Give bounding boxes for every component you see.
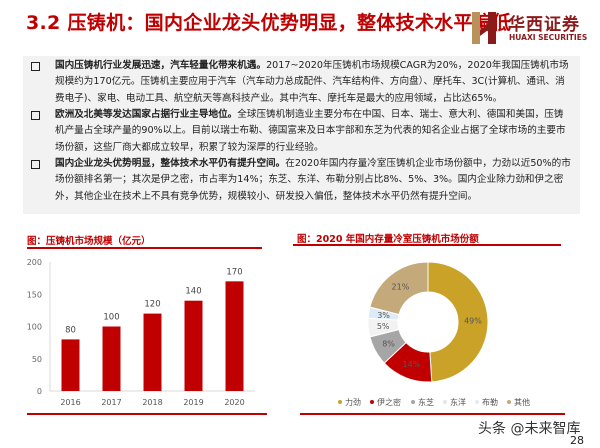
x-tick-label: 2016: [60, 398, 80, 407]
bar: [102, 326, 121, 391]
bar-chart: 0 50 100 150 200 80 2016 100 2017 120 2018 140 2019 1…: [27, 258, 255, 407]
bullet-text: 在2020年国内存量冷室压铸机企业市场份额中，力劲以近50%的市场份额排名第一；…: [55, 158, 571, 202]
logo-mark-icon: [472, 12, 496, 44]
bullet-item: 欧洲及北美等发达国家占据行业主导地位。全球压铸机制造业主要分布在中国、日本、瑞士…: [31, 107, 571, 156]
bar-chart-title-rule: [27, 247, 262, 249]
bar: [143, 313, 162, 391]
checkbox-bullet-icon: [31, 62, 40, 71]
legend-label: 东芝: [418, 397, 434, 407]
watermark: 头条 @未来智库: [478, 421, 581, 437]
donut-slice: [427, 261, 489, 383]
checkbox-bullet-icon: [31, 111, 40, 120]
slice-data-label: 8%: [382, 340, 395, 349]
bullet-item: 国内企业龙头优势明显，整体技术水平仍有提升空间。在2020年国内存量冷室压铸机企…: [31, 156, 571, 205]
y-tick-label: 200: [27, 258, 42, 267]
checkbox-bullet-icon: [31, 160, 40, 169]
bullet-heading: 国内压铸机行业发展迅速，汽车轻量化带来机遇。: [55, 60, 267, 71]
bullet-text: 全球压铸机制造业主要分布在中国、日本、瑞士、意大利、德国和美国，压铸机产量占全球…: [55, 109, 566, 153]
bar: [225, 281, 244, 391]
slice-data-label: 5%: [377, 322, 390, 331]
legend-label: 伊之密: [377, 397, 401, 407]
bullet-heading: 欧洲及北美等发达国家占据行业主导地位。: [55, 109, 238, 120]
y-tick-label: 100: [27, 323, 42, 332]
bullet-heading: 国内企业龙头优势明显，整体技术水平仍有提升空间。: [55, 158, 286, 169]
bar-data-label: 80: [65, 325, 76, 335]
pie-chart-title: 图：2020 年国内存量冷室压铸机市场份额: [297, 234, 479, 245]
legend-label: 力劲: [345, 397, 361, 407]
legend-marker-icon: [370, 400, 374, 404]
legend-marker-icon: [338, 400, 342, 404]
summary-panel: 国内压铸机行业发展迅速，汽车轻量化带来机遇。2017~2020年压铸机市场规模C…: [23, 56, 580, 214]
donut-slice: [369, 261, 429, 316]
bar: [184, 300, 203, 391]
pie-chart-bottom-rule: [300, 413, 565, 415]
bullet-item: 国内压铸机行业发展迅速，汽车轻量化带来机遇。2017~2020年压铸机市场规模C…: [31, 58, 571, 107]
legend-label: 东洋: [450, 397, 466, 407]
legend-label: 布勒: [482, 397, 498, 407]
bar-data-label: 120: [144, 300, 160, 310]
donut-chart: 49% 14% 8% 5% 3% 21% 力劲 伊之密 东芝 东洋 布勒 其他: [338, 261, 530, 407]
bar-data-label: 100: [103, 313, 119, 323]
bar-chart-title: 图：压铸机市场规模（亿元）: [27, 236, 151, 247]
x-tick-label: 2020: [224, 398, 244, 407]
legend-marker-icon: [475, 400, 479, 404]
logo-text-cn: 华西证券: [508, 15, 580, 35]
bar-data-label: 140: [185, 287, 201, 297]
x-tick-label: 2018: [142, 398, 162, 407]
x-tick-label: 2019: [183, 398, 203, 407]
legend-marker-icon: [507, 400, 511, 404]
x-tick-label: 2017: [101, 398, 121, 407]
bar: [61, 339, 80, 391]
y-tick-label: 50: [32, 355, 42, 364]
legend-marker-icon: [443, 400, 447, 404]
slice-data-label: 49%: [464, 317, 482, 326]
page-number: 28: [570, 434, 584, 447]
pie-chart-title-rule: [293, 244, 561, 246]
logo-text-en: HUAXI SECURITIES: [509, 33, 588, 42]
bar-data-label: 170: [226, 267, 242, 277]
legend-label: 其他: [514, 397, 530, 407]
slice-data-label: 21%: [392, 282, 410, 291]
y-tick-label: 150: [27, 290, 42, 299]
huaxi-logo: 华西证券 HUAXI SECURITIES: [470, 8, 595, 48]
bullet-text: 2017~2020年压铸机市场规模CAGR为20%，2020年我国压铸机市场规模…: [55, 60, 569, 104]
slice-data-label: 14%: [403, 360, 421, 369]
y-tick-label: 0: [37, 387, 42, 396]
slide-title: 3.2 压铸机：国内企业龙头优势明显，整体技术水平偏低: [26, 12, 512, 34]
slice-data-label: 3%: [377, 311, 390, 320]
legend-marker-icon: [411, 400, 415, 404]
bar-chart-bottom-rule: [27, 413, 267, 415]
